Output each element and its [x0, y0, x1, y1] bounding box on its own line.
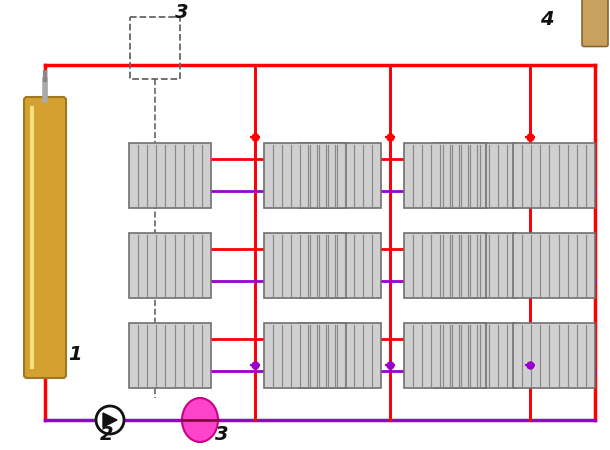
- Text: 3: 3: [215, 425, 229, 444]
- Bar: [130, 17, 180, 79]
- Bar: [129, 323, 211, 387]
- Bar: [264, 323, 346, 387]
- Bar: [404, 233, 486, 297]
- Bar: [434, 143, 516, 207]
- Bar: [129, 143, 211, 207]
- FancyBboxPatch shape: [582, 0, 608, 46]
- Bar: [404, 143, 486, 207]
- Text: 4: 4: [540, 10, 554, 29]
- Bar: [513, 143, 595, 207]
- Bar: [129, 233, 211, 297]
- Bar: [513, 323, 595, 387]
- Text: 1: 1: [68, 345, 82, 364]
- Ellipse shape: [182, 398, 218, 442]
- Bar: [264, 143, 346, 207]
- Bar: [434, 233, 516, 297]
- Bar: [299, 233, 381, 297]
- Text: 2: 2: [100, 425, 113, 444]
- Bar: [264, 233, 346, 297]
- Polygon shape: [103, 413, 117, 427]
- Text: 3: 3: [175, 3, 188, 22]
- Bar: [404, 323, 486, 387]
- Bar: [299, 143, 381, 207]
- Bar: [513, 233, 595, 297]
- Bar: [299, 323, 381, 387]
- Circle shape: [96, 406, 124, 434]
- FancyBboxPatch shape: [24, 97, 66, 378]
- Bar: [434, 323, 516, 387]
